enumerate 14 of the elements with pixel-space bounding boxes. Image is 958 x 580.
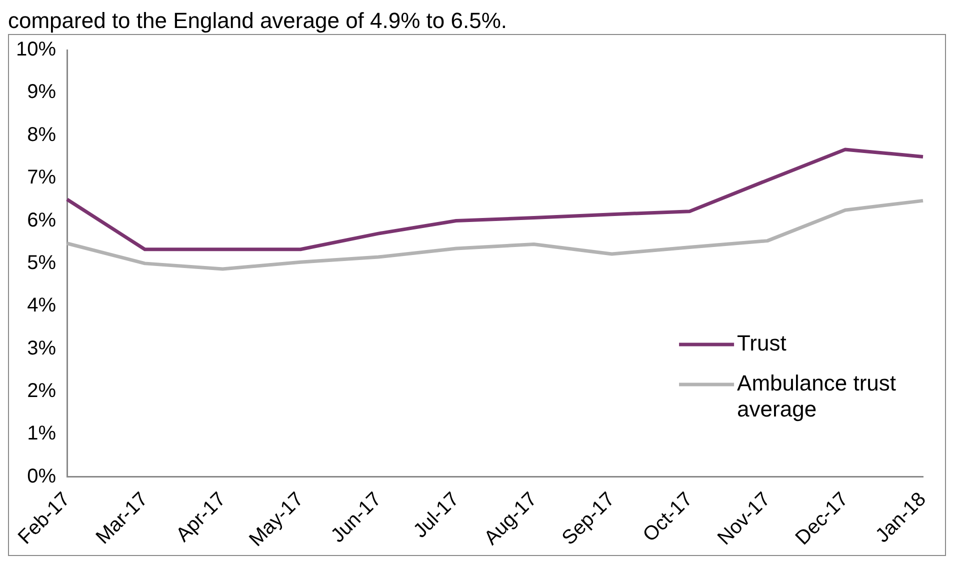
y-tick-label: 8% (27, 124, 56, 146)
legend-label: Ambulance trust average (737, 370, 896, 422)
y-tick-label: 7% (27, 166, 56, 189)
legend-label: Trust (737, 330, 786, 356)
text: compared to the England average of 4.9% to 6.5%. (8, 8, 508, 34)
y-tick-label: 5% (27, 252, 56, 274)
y-tick-label: 10% (16, 38, 56, 61)
y-tick-label: 3% (27, 337, 56, 360)
y-tick-label: 4% (27, 294, 56, 317)
y-tick-label: 1% (27, 422, 56, 445)
y-tick-label: 6% (27, 209, 56, 232)
y-tick-label: 2% (27, 380, 56, 402)
y-tick-label: 0% (27, 465, 56, 488)
y-tick-label: 9% (27, 81, 56, 104)
